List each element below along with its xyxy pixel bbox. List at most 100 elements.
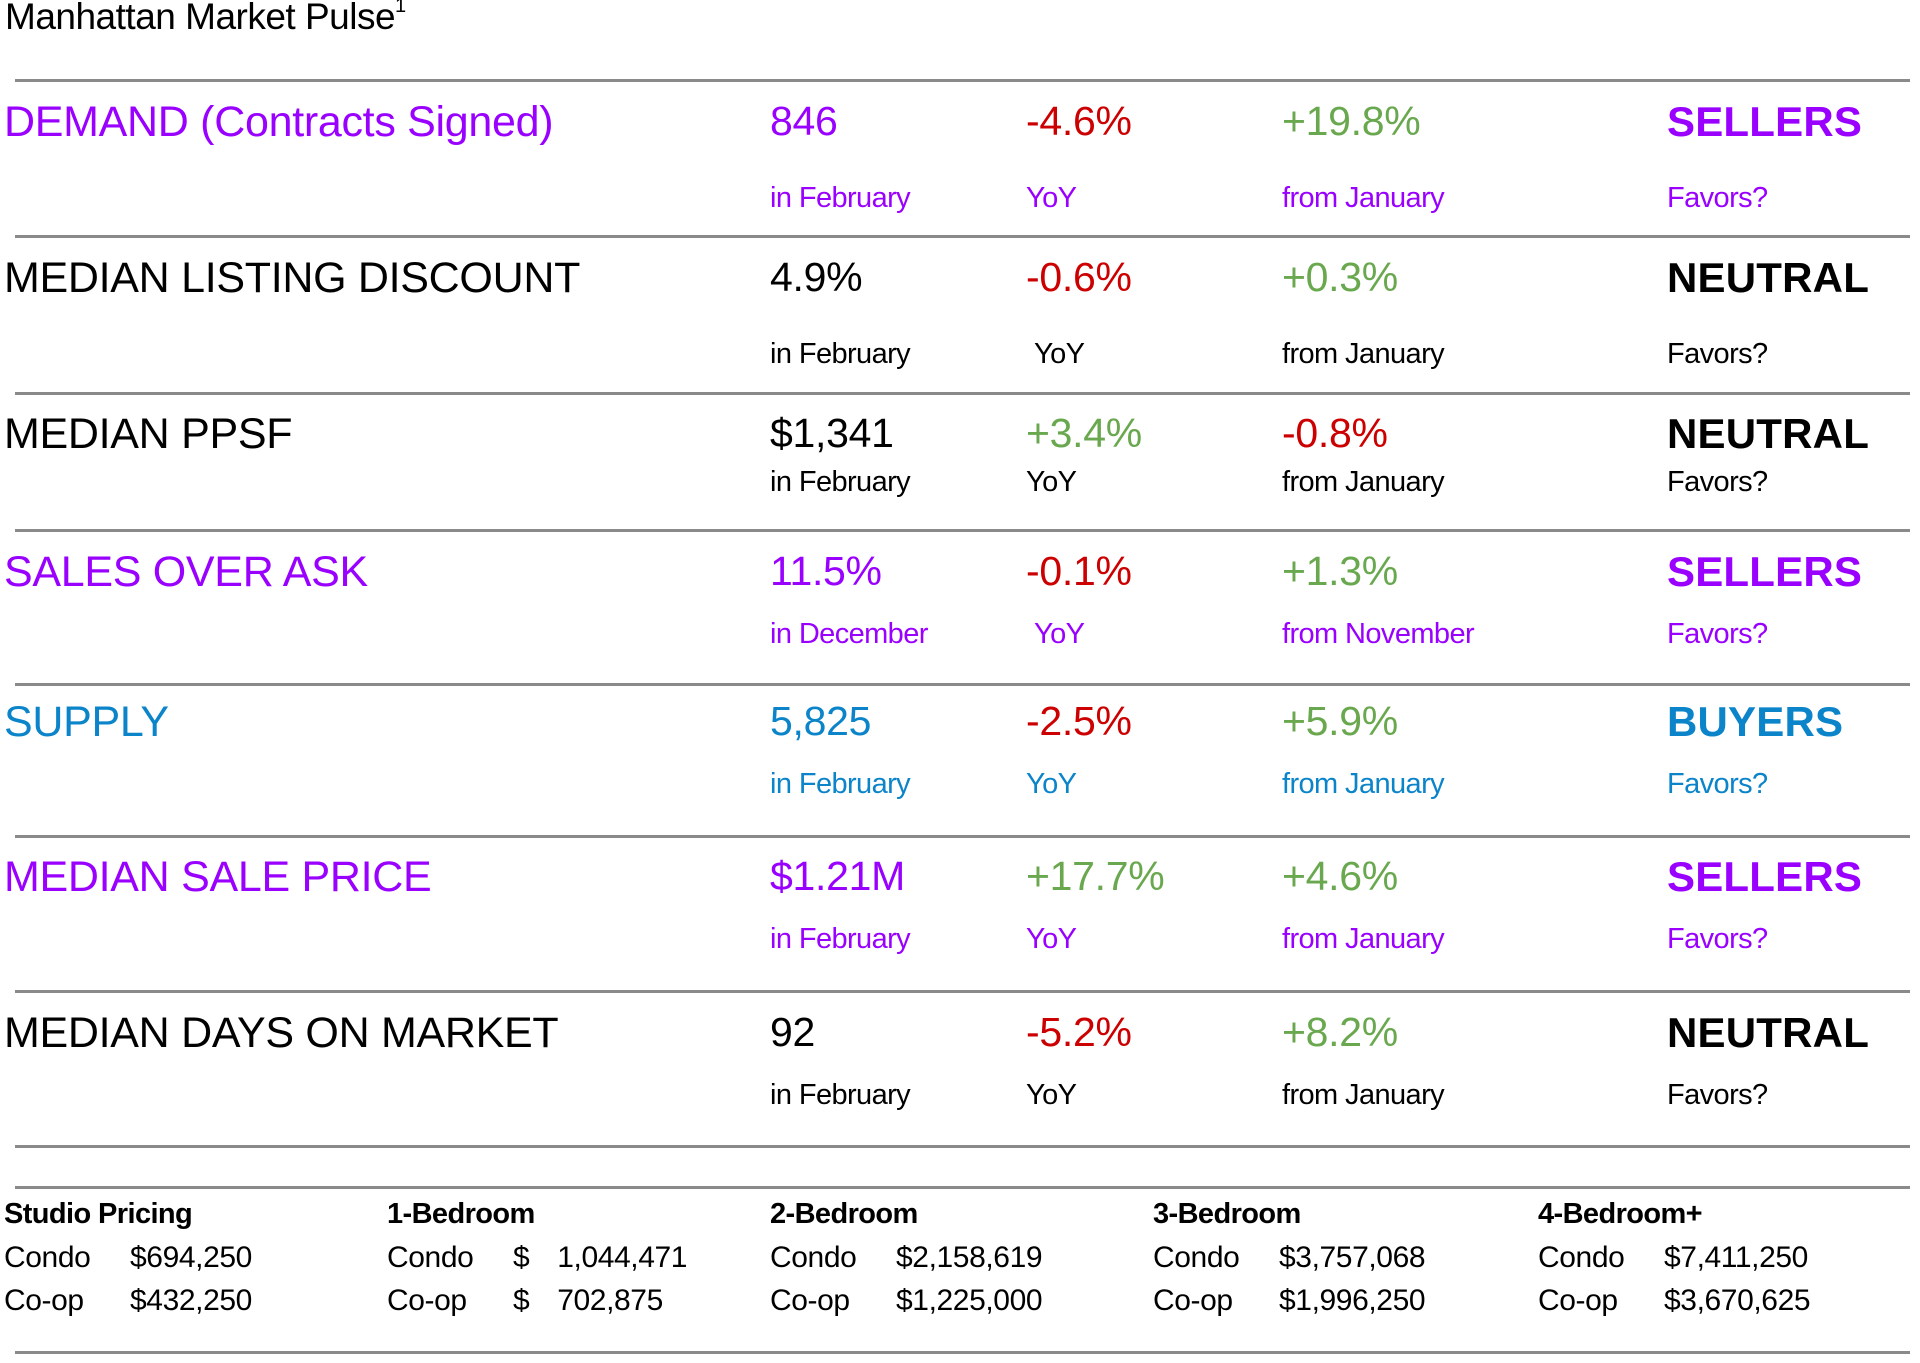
metric-mom-change: +0.3% — [1282, 254, 1398, 300]
metric-favors-label: Favors? — [1667, 466, 1768, 498]
condo-label: Condo — [387, 1241, 474, 1274]
metric-favors-label: Favors? — [1667, 338, 1768, 370]
metric-mom-label: from January — [1282, 768, 1445, 800]
metric-period: in December — [770, 618, 928, 650]
divider — [15, 1145, 1910, 1148]
metric-mom-label: from January — [1282, 182, 1445, 214]
metric-value: 4.9% — [770, 254, 863, 300]
metric-favors-value: NEUTRAL — [1667, 1009, 1870, 1056]
condo-label: Condo — [4, 1241, 91, 1274]
metric-mom-label: from January — [1282, 338, 1445, 370]
metric-yoy-label: YoY — [1026, 466, 1077, 498]
divider — [15, 529, 1910, 532]
metric-mom-change: +8.2% — [1282, 1009, 1398, 1055]
metric-label: MEDIAN PPSF — [4, 410, 293, 458]
pricing-column-4-bedroom-plus: 4-Bedroom+ Condo $7,411,250 Co-op $3,670,6… — [1538, 1198, 1918, 1327]
pricing-coop-row: Co-op $ 702,875 — [387, 1284, 767, 1327]
condo-price: $2,158,619 — [896, 1241, 1043, 1274]
metric-mom-change: +4.6% — [1282, 853, 1398, 899]
condo-price: $3,757,068 — [1279, 1241, 1426, 1274]
pricing-column-1-bedroom: 1-Bedroom Condo $ 1,044,471 Co-op $ 702,87… — [387, 1198, 767, 1327]
metric-value: 11.5% — [770, 548, 882, 594]
pricing-heading: Studio Pricing — [4, 1198, 193, 1230]
metric-favors-label: Favors? — [1667, 182, 1768, 214]
metric-yoy-change: +3.4% — [1026, 410, 1142, 456]
divider — [15, 235, 1910, 238]
title-footnote: 1 — [395, 0, 406, 17]
condo-price: $7,411,250 — [1664, 1241, 1808, 1274]
pricing-heading: 2-Bedroom — [770, 1198, 918, 1230]
condo-label: Condo — [1538, 1241, 1625, 1274]
metric-favors-label: Favors? — [1667, 768, 1768, 800]
metric-yoy-label: YoY — [1034, 618, 1085, 650]
pricing-heading: 4-Bedroom+ — [1538, 1198, 1703, 1230]
metric-value: 5,825 — [770, 698, 872, 744]
metric-period: in February — [770, 1079, 911, 1111]
metric-label: MEDIAN DAYS ON MARKET — [4, 1009, 559, 1057]
condo-label: Condo — [770, 1241, 857, 1274]
coop-label: Co-op — [770, 1284, 850, 1317]
title-text: Manhattan Market Pulse — [5, 0, 396, 37]
coop-label: Co-op — [4, 1284, 84, 1317]
metric-mom-label: from January — [1282, 1079, 1445, 1111]
metric-label: SALES OVER ASK — [4, 548, 368, 596]
metric-label: MEDIAN LISTING DISCOUNT — [4, 254, 581, 302]
coop-price: $1,225,000 — [896, 1284, 1043, 1317]
coop-label: Co-op — [1538, 1284, 1618, 1317]
metric-favors-value: SELLERS — [1667, 548, 1863, 595]
condo-price: $694,250 — [130, 1241, 252, 1274]
metric-value: $1,341 — [770, 410, 894, 456]
metric-favors-value: NEUTRAL — [1667, 254, 1870, 301]
coop-label: Co-op — [1153, 1284, 1233, 1317]
pricing-coop-row: Co-op $1,225,000 — [770, 1284, 1150, 1327]
metric-value: $1.21M — [770, 853, 905, 899]
pricing-condo-row: Condo $694,250 — [4, 1241, 384, 1284]
condo-label: Condo — [1153, 1241, 1240, 1274]
metric-yoy-change: -5.2% — [1026, 1009, 1132, 1055]
metric-yoy-label: YoY — [1026, 182, 1077, 214]
metric-period: in February — [770, 466, 911, 498]
metric-period: in February — [770, 338, 911, 370]
metric-yoy-label: YoY — [1034, 338, 1085, 370]
divider — [15, 1186, 1910, 1189]
metric-mom-label: from November — [1282, 618, 1475, 650]
pricing-column-3-bedroom: 3-Bedroom Condo $3,757,068 Co-op $1,996,25… — [1153, 1198, 1533, 1327]
metric-value: 846 — [770, 98, 838, 144]
pricing-condo-row: Condo $ 1,044,471 — [387, 1241, 767, 1284]
pricing-condo-row: Condo $2,158,619 — [770, 1241, 1150, 1284]
metric-yoy-label: YoY — [1026, 768, 1077, 800]
metric-yoy-change: -4.6% — [1026, 98, 1132, 144]
metric-yoy-change: -2.5% — [1026, 698, 1132, 744]
metric-yoy-label: YoY — [1026, 923, 1077, 955]
metric-favors-value: BUYERS — [1667, 698, 1844, 745]
pricing-heading: 1-Bedroom — [387, 1198, 535, 1230]
metric-favors-label: Favors? — [1667, 618, 1768, 650]
page-title: Manhattan Market Pulse1 — [5, 0, 406, 38]
pricing-coop-row: Co-op $1,996,250 — [1153, 1284, 1533, 1327]
divider — [15, 835, 1910, 838]
metric-period: in February — [770, 923, 911, 955]
metric-mom-change: +1.3% — [1282, 548, 1398, 594]
pricing-condo-row: Condo $7,411,250 — [1538, 1241, 1918, 1284]
metric-label: SUPPLY — [4, 698, 169, 746]
metric-yoy-change: -0.6% — [1026, 254, 1132, 300]
metric-yoy-change: -0.1% — [1026, 548, 1132, 594]
metric-mom-change: +5.9% — [1282, 698, 1398, 744]
divider — [15, 990, 1910, 993]
coop-price: $1,996,250 — [1279, 1284, 1426, 1317]
pricing-condo-row: Condo $3,757,068 — [1153, 1241, 1533, 1284]
coop-price: $ 702,875 — [513, 1284, 663, 1317]
coop-price: $432,250 — [130, 1284, 252, 1317]
pricing-coop-row: Co-op $432,250 — [4, 1284, 384, 1327]
pricing-column-2-bedroom: 2-Bedroom Condo $2,158,619 Co-op $1,225,00… — [770, 1198, 1150, 1327]
metric-favors-value: NEUTRAL — [1667, 410, 1870, 457]
pricing-column-studio: Studio Pricing Condo $694,250 Co-op $432,2… — [4, 1198, 384, 1327]
metric-favors-label: Favors? — [1667, 1079, 1768, 1111]
metric-label: MEDIAN SALE PRICE — [4, 853, 432, 901]
metric-yoy-label: YoY — [1026, 1079, 1077, 1111]
divider — [15, 392, 1910, 395]
metric-label: DEMAND (Contracts Signed) — [4, 98, 554, 146]
divider — [15, 683, 1910, 686]
metric-mom-label: from January — [1282, 923, 1445, 955]
metric-yoy-change: +17.7% — [1026, 853, 1165, 899]
